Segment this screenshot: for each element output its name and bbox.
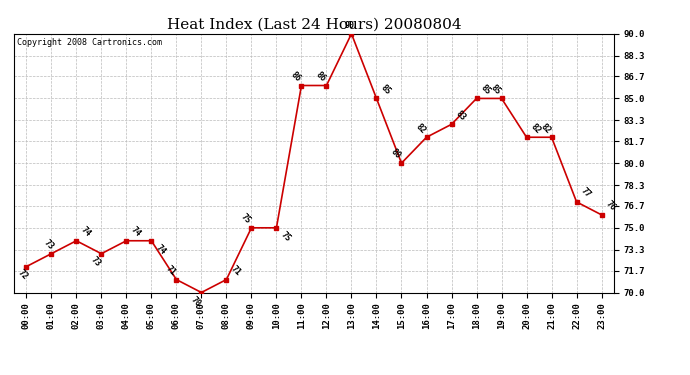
Text: 71: 71 [164, 264, 177, 278]
Text: 80: 80 [389, 147, 402, 161]
Text: 74: 74 [79, 225, 92, 238]
Text: 76: 76 [604, 199, 618, 213]
Text: 90: 90 [344, 21, 355, 30]
Text: 75: 75 [279, 230, 293, 244]
Text: 72: 72 [17, 268, 30, 281]
Text: 77: 77 [580, 186, 593, 200]
Text: 74: 74 [129, 225, 143, 238]
Text: 82: 82 [414, 122, 427, 135]
Text: 86: 86 [289, 70, 302, 83]
Text: 86: 86 [314, 70, 327, 83]
Text: 82: 82 [529, 122, 543, 135]
Text: 71: 71 [229, 264, 243, 278]
Text: 73: 73 [89, 255, 102, 268]
Text: 85: 85 [489, 83, 502, 96]
Text: 85: 85 [380, 83, 393, 96]
Text: 82: 82 [539, 122, 553, 135]
Text: Copyright 2008 Cartronics.com: Copyright 2008 Cartronics.com [17, 38, 161, 46]
Text: 75: 75 [239, 212, 253, 226]
Text: 70: 70 [189, 295, 202, 308]
Text: 85: 85 [480, 83, 493, 96]
Title: Heat Index (Last 24 Hours) 20080804: Heat Index (Last 24 Hours) 20080804 [167, 17, 461, 31]
Text: 74: 74 [154, 243, 168, 256]
Text: 73: 73 [41, 238, 55, 252]
Text: 83: 83 [454, 109, 468, 122]
